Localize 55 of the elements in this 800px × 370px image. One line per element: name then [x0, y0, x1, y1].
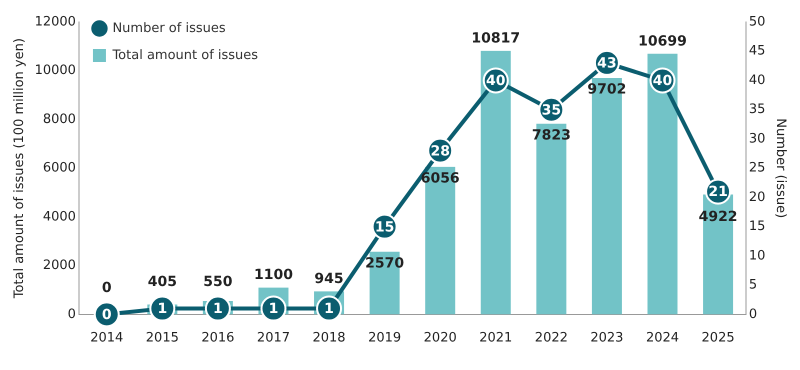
x-tick-label: 2018	[312, 330, 346, 346]
y-axis-title: Total amount of issues (100 million yen)	[12, 38, 28, 300]
data-label: 1	[213, 301, 223, 318]
data-label: 1	[157, 301, 168, 318]
data-label: 0	[102, 280, 112, 296]
y2-axis-title: Number (issue)	[772, 118, 788, 218]
x-tick-label: 2017	[256, 330, 290, 346]
y2-tick-label: 25	[748, 160, 766, 176]
data-label: 10817	[471, 30, 520, 46]
data-label: 1	[324, 301, 334, 318]
y2-tick-label: 40	[748, 72, 766, 88]
data-label: 43	[597, 56, 617, 72]
x-tick-label: 2019	[368, 330, 402, 346]
x-tick-label: 2015	[146, 330, 179, 346]
y2-tick-label: 15	[748, 219, 766, 234]
y-tick-label: 4000	[42, 209, 76, 224]
x-tick-label: 2024	[646, 330, 680, 346]
y2-tick-label: 35	[748, 102, 766, 118]
legend-label: Number of issues	[112, 20, 226, 36]
data-label: 550	[203, 274, 233, 290]
y2-tick-label: 30	[748, 131, 766, 146]
data-label: 28	[430, 143, 450, 160]
data-label: 15	[374, 219, 394, 236]
data-label: 21	[708, 184, 728, 200]
y2-tick-label: 50	[748, 14, 766, 30]
y2-tick-label: 0	[748, 306, 758, 322]
y2-tick-label: 45	[748, 44, 766, 59]
x-tick-label: 2021	[479, 330, 512, 346]
bar	[480, 50, 511, 314]
x-tick-label: 2014	[90, 330, 124, 346]
y-tick-label: 2000	[42, 258, 76, 274]
bar	[647, 54, 678, 314]
x-tick-label: 2025	[702, 330, 735, 346]
y-tick-label: 8000	[42, 112, 76, 127]
y-tick-label: 12000	[34, 14, 76, 30]
data-label: 405	[148, 274, 177, 290]
data-label: 1	[268, 301, 278, 318]
data-label: 0	[102, 307, 112, 324]
x-tick-label: 2016	[201, 330, 234, 346]
data-label: 10699	[638, 33, 687, 50]
y-tick-label: 6000	[42, 160, 76, 176]
data-label: 40	[486, 73, 506, 90]
data-label: 945	[314, 271, 344, 288]
y2-tick-label: 20	[748, 190, 766, 205]
y2-tick-label: 10	[748, 248, 766, 264]
x-tick-label: 2022	[534, 330, 568, 346]
data-label: 35	[542, 102, 562, 118]
x-tick-label: 2023	[590, 330, 624, 346]
data-label: 40	[652, 73, 672, 90]
legend-label: Total amount of issues	[111, 48, 258, 63]
y-tick-label: 0	[68, 306, 76, 322]
y2-tick-label: 5	[748, 278, 758, 293]
data-label: 1100	[254, 267, 294, 284]
y-tick-label: 10000	[34, 63, 76, 78]
x-tick-label: 2020	[424, 330, 457, 346]
